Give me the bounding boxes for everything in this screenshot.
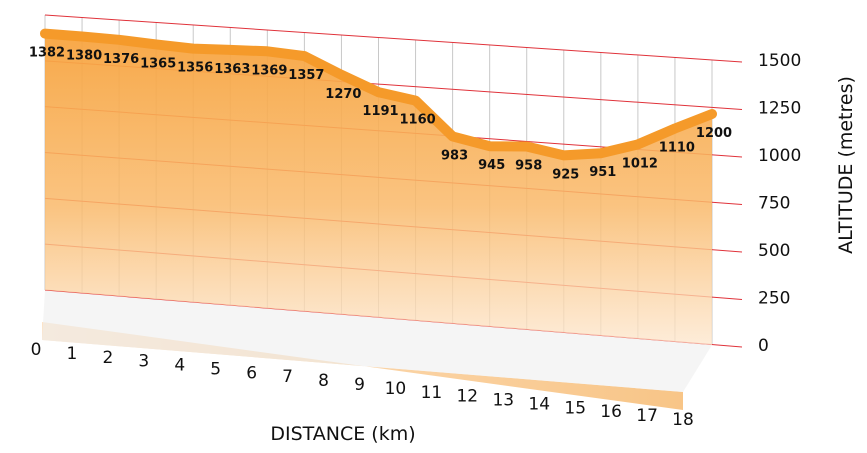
x-tick-label-12: 12 — [456, 387, 478, 407]
data-label-13: 958 — [515, 159, 542, 174]
data-label-1: 1380 — [66, 49, 102, 64]
data-label-15: 951 — [589, 165, 616, 180]
data-label-7: 1357 — [288, 68, 324, 83]
data-label-3: 1365 — [140, 56, 176, 71]
data-label-14: 925 — [552, 167, 579, 182]
data-label-10: 1160 — [400, 113, 436, 128]
data-point-8 — [337, 70, 346, 79]
data-point-5 — [226, 45, 235, 54]
data-label-5: 1363 — [214, 62, 250, 77]
data-point-17 — [670, 124, 679, 133]
data-point-4 — [189, 44, 198, 53]
x-tick-label-16: 16 — [600, 402, 622, 422]
altitude-area — [45, 36, 712, 345]
data-point-13 — [522, 142, 531, 151]
x-tick-label-7: 7 — [282, 367, 293, 387]
y-tick-label-1250: 1250 — [758, 99, 801, 119]
y-tick-label-0: 0 — [758, 336, 769, 356]
x-tick-label-5: 5 — [210, 359, 221, 379]
y-axis-title: ALTITUDE (metres) — [835, 76, 857, 254]
data-label-11: 983 — [441, 148, 468, 163]
data-point-3 — [152, 40, 161, 49]
x-tick-label-0: 0 — [31, 340, 42, 360]
data-label-4: 1356 — [177, 61, 213, 76]
data-point-2 — [115, 35, 124, 44]
x-tick-label-1: 1 — [66, 344, 77, 364]
x-axis-title: DISTANCE (km) — [270, 423, 415, 445]
y-tick-label-1500: 1500 — [758, 51, 801, 71]
x-tick-label-10: 10 — [385, 379, 407, 399]
y-tick-label-750: 750 — [758, 194, 790, 214]
data-label-0: 1382 — [29, 46, 65, 61]
x-tick-label-8: 8 — [318, 371, 329, 391]
x-tick-label-11: 11 — [421, 383, 443, 403]
floor-shadow — [42, 290, 712, 392]
data-label-16: 1012 — [622, 156, 658, 171]
data-label-12: 945 — [478, 158, 505, 173]
x-tick-label-3: 3 — [138, 352, 149, 372]
data-point-10 — [411, 96, 420, 105]
data-label-6: 1369 — [251, 63, 287, 78]
x-tick-label-18: 18 — [672, 410, 694, 430]
x-tick-label-4: 4 — [174, 356, 185, 376]
x-tick-label-17: 17 — [636, 406, 658, 426]
x-tick-label-2: 2 — [102, 348, 113, 368]
data-point-0 — [41, 29, 49, 38]
data-point-6 — [263, 47, 272, 56]
data-point-1 — [78, 32, 87, 41]
y-tick-label-250: 250 — [758, 289, 790, 309]
data-label-17: 1110 — [659, 141, 695, 156]
data-point-9 — [374, 88, 383, 97]
y-tick-label-1000: 1000 — [758, 146, 801, 166]
x-tick-label-6: 6 — [246, 363, 257, 383]
y-tick-label-500: 500 — [758, 241, 790, 261]
data-label-18: 1200 — [696, 126, 732, 141]
x-tick-label-13: 13 — [492, 391, 514, 411]
data-point-12 — [485, 142, 494, 151]
data-label-8: 1270 — [325, 87, 361, 102]
data-point-7 — [300, 52, 309, 61]
x-tick-label-14: 14 — [528, 394, 550, 414]
x-tick-label-9: 9 — [354, 375, 365, 395]
data-point-16 — [633, 140, 642, 149]
data-label-9: 1191 — [362, 104, 398, 119]
data-label-2: 1376 — [103, 52, 139, 67]
data-point-14 — [559, 151, 568, 160]
x-tick-label-15: 15 — [564, 398, 586, 418]
data-point-11 — [448, 132, 457, 141]
grid-horizontal-1500 — [44, 14, 743, 63]
data-point-15 — [596, 149, 605, 158]
data-point-18 — [708, 110, 716, 118]
